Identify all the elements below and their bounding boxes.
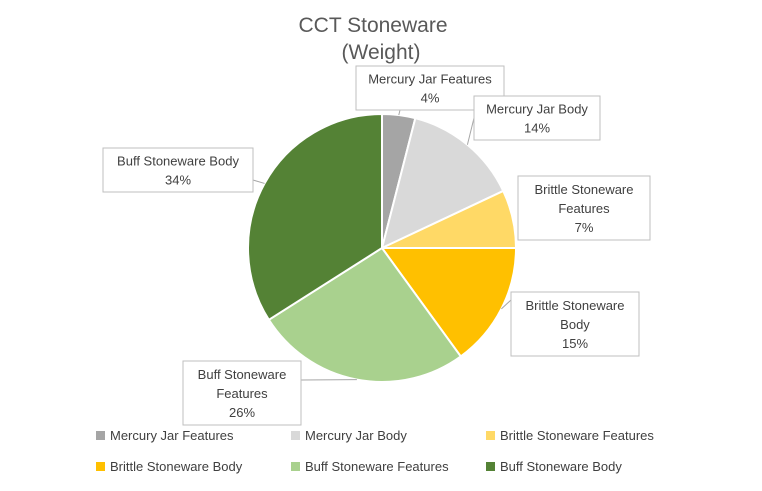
legend: Mercury Jar Features Mercury Jar Body Brit… (96, 428, 654, 474)
leader-line (398, 109, 401, 116)
data-label-value: 15% (562, 336, 588, 351)
data-label-box (182, 360, 302, 426)
legend-label: Brittle Stoneware Body (110, 459, 243, 474)
data-labels: Mercury Jar Features 4% Mercury Jar Body 14… (102, 65, 651, 426)
pie-slice-mercury-jar-body (380, 116, 505, 250)
data-label-mercury-jar-body: Mercury Jar Body 14% (473, 95, 601, 141)
data-label-value: 34% (165, 173, 191, 188)
legend-label: Buff Stoneware Features (305, 459, 449, 474)
data-label-box (517, 175, 651, 241)
data-label-name: Buff Stoneware Body (117, 154, 239, 169)
legend-item-buff-stoneware-body: Buff Stoneware Body (486, 459, 622, 474)
data-label-brittle-stoneware-body: Brittle Stoneware Body 15% (510, 291, 640, 357)
data-label-name: Brittle Stoneware (535, 182, 634, 197)
leader-line (466, 117, 475, 145)
legend-label: Brittle Stoneware Features (500, 428, 654, 443)
data-label-name: Brittle Stoneware (526, 298, 625, 313)
data-label-box (473, 95, 601, 141)
label-leader-lines (252, 109, 512, 381)
legend-item-buff-stoneware-features: Buff Stoneware Features (291, 459, 449, 474)
data-label-name: Features (558, 201, 610, 216)
legend-item-brittle-stoneware-body: Brittle Stoneware Body (96, 459, 243, 474)
legend-swatch (291, 431, 300, 440)
legend-swatch (291, 462, 300, 471)
data-label-box (510, 291, 640, 357)
legend-label: Mercury Jar Body (305, 428, 407, 443)
legend-label: Mercury Jar Features (110, 428, 234, 443)
data-label-name: Body (560, 317, 590, 332)
chart-title-line-1: CCT Stoneware (298, 14, 447, 37)
data-label-brittle-stoneware-features: Brittle Stoneware Features 7% (517, 175, 651, 241)
pie-slices (247, 112, 518, 383)
legend-item-mercury-jar-features: Mercury Jar Features (96, 428, 234, 443)
chart-title-line-2: (Weight) (342, 41, 421, 64)
leader-line (252, 179, 265, 184)
data-label-buff-stoneware-body: Buff Stoneware Body 34% (102, 147, 254, 193)
leader-line (501, 299, 512, 310)
data-label-name: Buff Stoneware (198, 367, 287, 382)
legend-swatch (96, 462, 105, 471)
legend-item-brittle-stoneware-features: Brittle Stoneware Features (486, 428, 654, 443)
legend-swatch (486, 462, 495, 471)
data-label-value: 4% (421, 91, 440, 106)
data-label-buff-stoneware-features: Buff Stoneware Features 26% (182, 360, 302, 426)
data-label-value: 7% (575, 220, 594, 235)
legend-swatch (96, 431, 105, 440)
data-label-box (102, 147, 254, 193)
data-label-name: Features (216, 386, 268, 401)
pie-slice-buff-stoneware-features (267, 246, 463, 383)
data-label-name: Mercury Jar Features (368, 72, 492, 87)
data-label-value: 26% (229, 405, 255, 420)
legend-item-mercury-jar-body: Mercury Jar Body (291, 428, 407, 443)
data-label-name: Mercury Jar Body (486, 102, 588, 117)
data-label-value: 14% (524, 121, 550, 136)
legend-label: Buff Stoneware Body (500, 459, 622, 474)
pie-slice-brittle-stoneware-body (380, 247, 518, 358)
legend-swatch (486, 431, 495, 440)
